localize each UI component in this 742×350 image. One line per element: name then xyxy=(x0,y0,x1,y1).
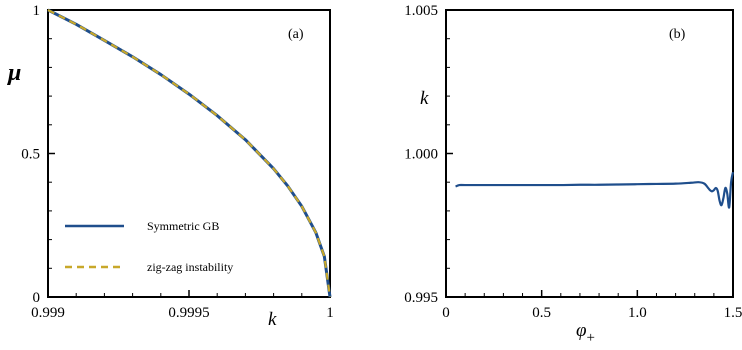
panel-b-series xyxy=(455,171,735,209)
series-k-vs-phi xyxy=(455,171,735,209)
panel-a-xtick-label: 0.9995 xyxy=(168,305,209,321)
panel-b-xtick-label: 1.5 xyxy=(724,305,742,321)
panel-b-ticks: 0 0.5 1.0 1.5 0.995 1.000 1.005 xyxy=(404,3,742,321)
panel-a-xtick-label: 0.999 xyxy=(31,305,65,321)
panel-b-tag: (b) xyxy=(669,27,686,42)
panel-b-xtick-label: 1.0 xyxy=(628,305,647,321)
panel-a-xlabel: k xyxy=(268,309,277,330)
legend-zigzag-label: zig-zag instability xyxy=(147,260,233,274)
panel-b: 0 0.5 1.0 1.5 0.995 1.000 1.005 (b) k φ+ xyxy=(404,3,742,346)
panel-a-ytick-label: 0 xyxy=(33,290,41,306)
panel-b-ytick-label: 1.000 xyxy=(404,147,438,163)
series-zigzag-instability xyxy=(47,9,332,298)
panel-b-ylabel: k xyxy=(420,88,429,109)
series-symmetric-gb xyxy=(47,8,332,298)
panel-a-ytick-label: 1 xyxy=(33,3,41,19)
panel-b-xtick-label: 0 xyxy=(442,305,450,321)
panel-b-xtick-label: 0.5 xyxy=(532,305,551,321)
panel-a-ytick-label: 0.5 xyxy=(21,147,40,163)
panel-b-xlabel-sub: + xyxy=(587,330,595,346)
panel-a: 0.999 0.9995 1 0 0.5 1 (a) k μ Symmetric GB z… xyxy=(6,3,334,330)
panel-b-frame xyxy=(445,9,734,298)
panel-a-frame xyxy=(47,9,331,298)
panel-a-tag: (a) xyxy=(288,27,304,42)
panel-a-ticks: 0.999 0.9995 1 0 0.5 1 xyxy=(21,3,334,321)
panel-b-ytick-label: 1.005 xyxy=(404,3,438,19)
panel-a-legend: Symmetric GB zig-zag instability xyxy=(65,219,233,274)
panel-b-xlabel-main: φ xyxy=(576,320,587,341)
panel-b-xlabel: φ+ xyxy=(576,320,595,346)
panel-a-series xyxy=(47,8,332,298)
legend-symmetric-label: Symmetric GB xyxy=(147,219,219,233)
panel-b-ytick-label: 0.995 xyxy=(404,290,438,306)
panel-a-xtick-label: 1 xyxy=(326,305,334,321)
panel-a-ylabel: μ xyxy=(6,60,21,86)
